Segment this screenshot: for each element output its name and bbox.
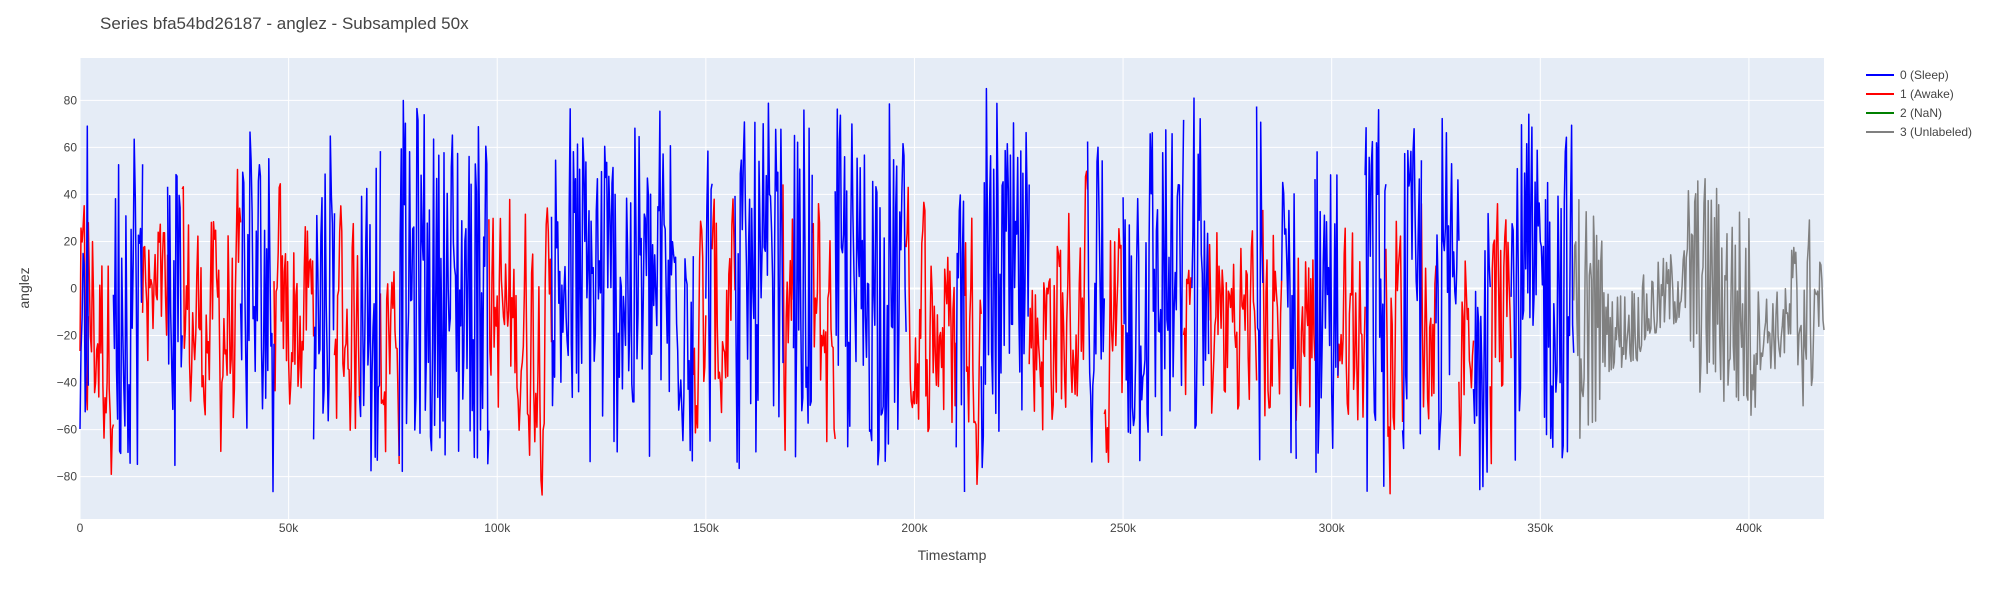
series-line (1280, 181, 1297, 459)
series-line (550, 108, 695, 463)
legend-label: 3 (Unlabeled) (1900, 125, 1972, 139)
series-line (358, 151, 382, 472)
legend-label: 0 (Sleep) (1900, 68, 1949, 82)
series-line (980, 87, 1030, 469)
series-line (1295, 257, 1316, 421)
series-line (1364, 108, 1387, 493)
series-line (141, 223, 169, 362)
y-tick-label: 80 (64, 93, 78, 107)
legend-label: 2 (NaN) (1900, 106, 1942, 120)
legend-item[interactable]: 0 (Sleep) (1866, 68, 1949, 82)
x-tick-label: 300k (1319, 521, 1346, 535)
series-line (963, 217, 982, 486)
series-line (1182, 269, 1193, 396)
x-axis-title: Timestamp (918, 547, 987, 563)
series-line (955, 194, 966, 493)
x-tick-label: 400k (1736, 521, 1763, 535)
series-lines (79, 87, 1825, 496)
series-line (1191, 97, 1210, 430)
series-line (181, 168, 242, 453)
x-tick-label: 250k (1110, 521, 1137, 535)
series-line (273, 183, 315, 405)
series-line (782, 184, 795, 451)
series-line (488, 198, 553, 496)
series-line (1572, 177, 1825, 440)
x-tick-label: 0 (77, 521, 84, 535)
series-line (1337, 227, 1366, 421)
series-line (1420, 203, 1437, 420)
x-tick-label: 100k (484, 521, 511, 535)
series-line (166, 173, 183, 467)
series-line (112, 138, 144, 466)
x-tick-label: 50k (279, 521, 299, 535)
series-line (1401, 128, 1423, 450)
series-line (79, 125, 90, 430)
chart-title: Series bfa54bd26187 - anglez - Subsample… (100, 14, 469, 33)
legend-item[interactable]: 1 (Awake) (1866, 87, 1954, 101)
series-line (1458, 260, 1475, 457)
legend-label: 1 (Awake) (1900, 87, 1954, 101)
y-axis-title: anglez (16, 267, 32, 308)
series-line (1122, 119, 1185, 462)
y-tick-label: −40 (57, 376, 78, 390)
y-tick-label: 60 (64, 140, 78, 154)
series-3 (1572, 177, 1825, 440)
series-line (1207, 230, 1258, 414)
series-line (792, 109, 813, 458)
y-tick-label: 0 (70, 282, 77, 296)
x-axis-ticks: 0 50k 100k 150k 200k 250k 300k 350k 400k (77, 521, 1763, 535)
series-line (811, 202, 836, 443)
grid-lines (79, 58, 1824, 519)
series-line (1435, 117, 1460, 451)
series-line (734, 102, 784, 470)
legend-item[interactable]: 3 (Unlabeled) (1866, 125, 1972, 139)
x-tick-label: 150k (693, 521, 720, 535)
x-tick-label: 200k (901, 521, 928, 535)
x-tick-label: 350k (1527, 521, 1554, 535)
legend[interactable]: 0 (Sleep) 1 (Awake) 2 (NaN) 3 (Unlabeled) (1866, 68, 1972, 139)
series-line (1255, 106, 1264, 461)
series-line (1510, 113, 1575, 461)
series-line (711, 198, 736, 414)
series-line (1028, 170, 1089, 431)
series-1 (79, 168, 1512, 496)
series-line (79, 205, 90, 411)
series-line (1385, 220, 1404, 495)
y-tick-label: 20 (64, 234, 78, 248)
series-line (1314, 151, 1339, 473)
y-axis-ticks: −80 −60 −40 −20 0 20 40 60 80 (57, 93, 78, 483)
series-line (834, 103, 907, 466)
series-0 (79, 87, 1575, 493)
series-line (1103, 227, 1124, 463)
y-tick-label: −60 (57, 423, 78, 437)
series-line (379, 271, 400, 465)
series-line (905, 186, 957, 433)
series-line (333, 205, 361, 431)
series-line (1472, 212, 1491, 491)
y-tick-label: −20 (57, 329, 78, 343)
series-line (239, 131, 275, 493)
y-tick-label: 40 (64, 187, 78, 201)
series-line (1489, 202, 1512, 465)
series-line (705, 150, 713, 442)
series-line (87, 222, 115, 476)
series-line (692, 220, 707, 434)
series-line (1262, 209, 1283, 417)
y-tick-label: −80 (57, 470, 78, 484)
legend-item[interactable]: 2 (NaN) (1866, 106, 1942, 120)
series-line (1086, 141, 1106, 463)
series-line (398, 99, 490, 473)
series-line (312, 135, 336, 440)
